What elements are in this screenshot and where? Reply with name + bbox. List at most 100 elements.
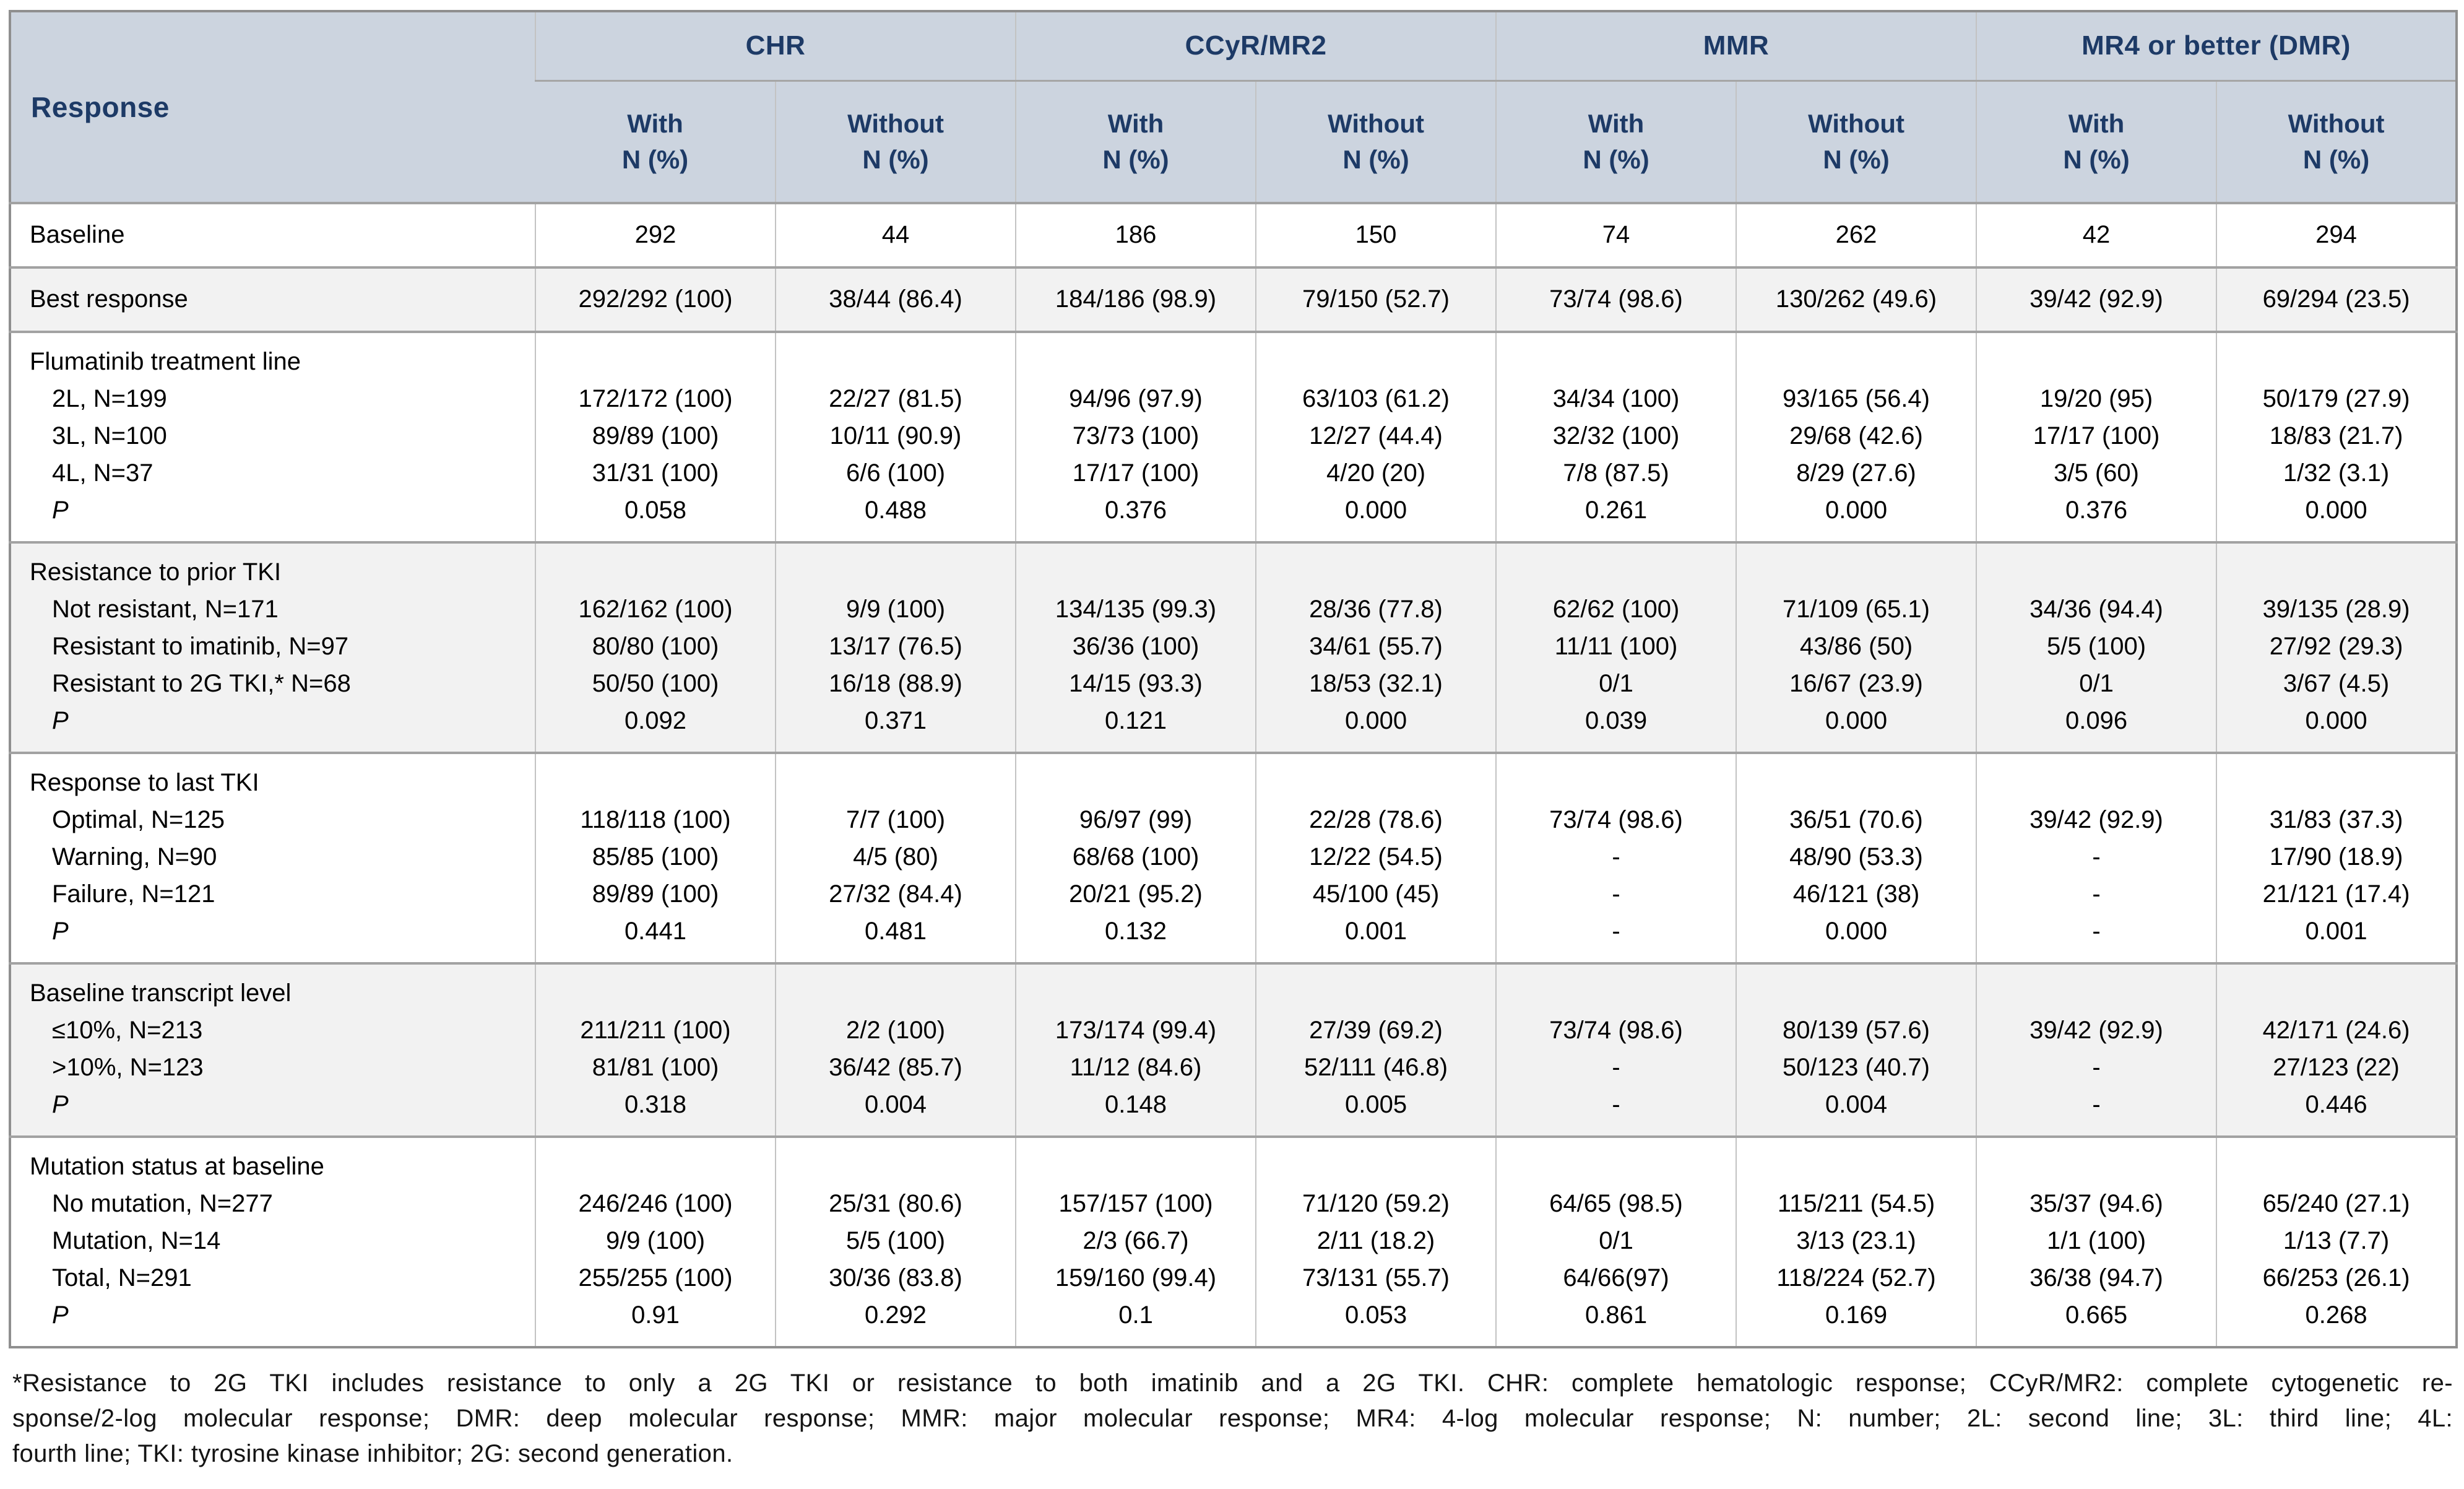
subheader-chr-with: With N (%)	[535, 80, 776, 203]
data-cell: 69/294 (23.5)	[2216, 267, 2457, 332]
cell-value: 31/83 (37.3)	[2269, 806, 2403, 833]
cell-value: -	[1612, 843, 1620, 870]
cell-value: 39/135 (28.9)	[2262, 596, 2410, 623]
data-cell: 150	[1255, 203, 1497, 267]
subheader-label: With	[2068, 108, 2125, 138]
cell-value: 0.261	[1584, 497, 1648, 524]
subheader-unit: N (%)	[1823, 144, 1890, 174]
spacer	[1740, 1148, 1972, 1185]
row-label: Total, N=291	[52, 1264, 192, 1291]
spacer	[1020, 764, 1251, 801]
data-cell: 74	[1495, 203, 1737, 267]
spacer	[540, 975, 771, 1012]
data-cell: 73/74 (98.6) - -	[1495, 963, 1737, 1137]
cell-value: 71/120 (59.2)	[1302, 1190, 1450, 1217]
cell-value: 64/65 (98.5)	[1549, 1190, 1683, 1217]
cell-value: 262	[1835, 221, 1877, 248]
corner-header-response: Response	[10, 11, 535, 203]
section-title: Mutation status at baseline	[30, 1153, 324, 1180]
cell-value: 0.121	[1104, 707, 1167, 734]
cell-value: 50/179 (27.9)	[2262, 385, 2410, 412]
spacer	[1740, 343, 1972, 380]
cell-value: 39/42 (92.9)	[2030, 1017, 2163, 1044]
cell-value: 81/81 (100)	[592, 1054, 719, 1081]
spacer	[540, 343, 771, 380]
table-body: Baseline 292 44 186 150 74 262 42 294 Best respon…	[10, 203, 2457, 1347]
cell-value: 43/86 (50)	[1799, 633, 1913, 660]
cell-value: 73/74 (98.6)	[1549, 285, 1683, 313]
data-cell: 39/42 (92.9) - -	[1976, 963, 2217, 1137]
data-cell: 157/157 (100) 2/3 (66.7) 159/160 (99.4) 0.1	[1015, 1137, 1256, 1347]
cell-value: 0.058	[624, 497, 687, 524]
cell-value: 27/32 (84.4)	[829, 880, 962, 908]
cell-value: 68/68 (100)	[1072, 843, 1200, 870]
footnote-line: fourth line; TKI: tyrosine kinase inhibi…	[12, 1440, 733, 1467]
cell-value: 52/111 (46.8)	[1304, 1054, 1448, 1081]
data-cell: 35/37 (94.6) 1/1 (100) 36/38 (94.7) 0.665	[1976, 1137, 2217, 1347]
data-cell: 34/34 (100) 32/32 (100) 7/8 (87.5) 0.261	[1495, 332, 1737, 542]
cell-value: 65/240 (27.1)	[2262, 1190, 2410, 1217]
spacer	[1740, 975, 1972, 1012]
subheader-mmr-without: Without N (%)	[1736, 80, 1977, 203]
cell-value: -	[2092, 1054, 2101, 1081]
header-group-row: Response CHR CCyR/MR2 MMR MR4 or better …	[10, 11, 2457, 203]
cell-value: 10/11 (90.9)	[829, 422, 962, 449]
data-cell: 211/211 (100) 81/81 (100) 0.318	[535, 963, 776, 1137]
row-label: >10%, N=123	[52, 1054, 204, 1081]
cell-value: 157/157 (100)	[1058, 1190, 1213, 1217]
cell-value: -	[1612, 1054, 1620, 1081]
cell-value: 17/17 (100)	[2033, 422, 2160, 449]
cell-value: 115/211 (54.5)	[1777, 1190, 1935, 1217]
cell-value: 3/13 (23.1)	[1796, 1227, 1916, 1254]
table-section-row: Baseline transcript level ≤10%, N=213 >10%…	[10, 963, 2457, 1137]
row-label: Failure, N=121	[52, 880, 215, 908]
cell-value: 0/1	[1599, 1227, 1633, 1254]
spacer	[2221, 553, 2452, 591]
data-cell: 31/83 (37.3) 17/90 (18.9) 21/121 (17.4) 0.0…	[2216, 753, 2457, 963]
cell-value: 0.053	[1344, 1301, 1407, 1329]
spacer	[1740, 764, 1972, 801]
group-header-mr4-dmr: MR4 or better (DMR)	[1976, 11, 2457, 82]
spacer	[1260, 343, 1492, 380]
table-section-row: Flumatinib treatment line 2L, N=199 3L, N=…	[10, 332, 2457, 542]
cell-value: 0/1	[1599, 670, 1633, 697]
data-cell: 64/65 (98.5) 0/1 64/66(97) 0.861	[1495, 1137, 1737, 1347]
spacer	[1260, 764, 1492, 801]
row-label-cell: Response to last TKI Optimal, N=125 Warnin…	[10, 753, 535, 963]
cell-value: 28/36 (77.8)	[1309, 596, 1443, 623]
cell-value: 27/92 (29.3)	[2269, 633, 2403, 660]
cell-value: 11/12 (84.6)	[1070, 1054, 1202, 1081]
row-label-cell: Mutation status at baseline No mutation, …	[10, 1137, 535, 1347]
cell-value: 16/18 (88.9)	[829, 670, 962, 697]
cell-value: 159/160 (99.4)	[1055, 1264, 1217, 1291]
row-label: 4L, N=37	[52, 459, 153, 487]
cell-value: 42	[2082, 221, 2111, 248]
cell-value: 48/90 (53.3)	[1789, 843, 1923, 870]
cell-value: 0.371	[864, 707, 927, 734]
cell-value: 96/97 (99)	[1079, 806, 1193, 833]
cell-value: 80/139 (57.6)	[1783, 1017, 1930, 1044]
cell-value: 94/96 (97.9)	[1069, 385, 1203, 412]
cell-value: 7/8 (87.5)	[1563, 459, 1669, 487]
spacer	[1981, 1148, 2212, 1185]
cell-value: 73/73 (100)	[1072, 422, 1200, 449]
row-label: Resistant to imatinib, N=97	[52, 633, 349, 660]
cell-value: 0.376	[2065, 497, 2128, 524]
data-cell: 246/246 (100) 9/9 (100) 255/255 (100) 0.91	[535, 1137, 776, 1347]
spacer	[1260, 553, 1492, 591]
data-cell: 71/109 (65.1) 43/86 (50) 16/67 (23.9) 0.000	[1736, 542, 1977, 753]
cell-value: 36/38 (94.7)	[2030, 1264, 2163, 1291]
data-cell: 186	[1015, 203, 1256, 267]
table-header: Response CHR CCyR/MR2 MMR MR4 or better …	[10, 11, 2457, 203]
subheader-unit: N (%)	[621, 144, 689, 174]
cell-value: 63/103 (61.2)	[1302, 385, 1450, 412]
row-label: P	[52, 1091, 69, 1118]
section-title: Flumatinib treatment line	[30, 348, 301, 375]
cell-value: 71/109 (65.1)	[1783, 596, 1930, 623]
data-cell: 44	[774, 203, 1016, 267]
cell-value: 0.000	[1344, 707, 1407, 734]
cell-value: 85/85 (100)	[592, 843, 719, 870]
cell-value: 0.132	[1104, 918, 1167, 945]
subheader-label: Without	[847, 108, 944, 138]
data-cell: 292/292 (100)	[535, 267, 776, 332]
